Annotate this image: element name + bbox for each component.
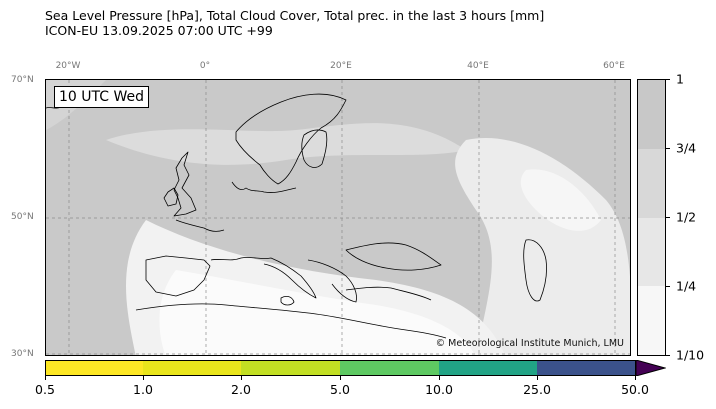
cloud-colorbar-tickmark — [666, 355, 670, 356]
cloud-colorbar-tickmark — [666, 79, 670, 80]
time-label: 10 UTC Wed — [54, 86, 149, 108]
coastline-black-sea — [345, 242, 442, 271]
cloud-colorbar-segment — [638, 80, 665, 149]
cloud-cover-colorbar — [637, 79, 666, 356]
precip-colorbar-tick: 2.0 — [231, 382, 251, 397]
coastline-italy — [210, 257, 317, 299]
coastline-iberia — [145, 255, 211, 297]
precip-colorbar-tickmark — [537, 376, 538, 380]
cloud-colorbar-tickmark — [666, 148, 670, 149]
lat-label-50n: 50°N — [11, 212, 34, 222]
copyright-text: © Meteorological Institute Munich, LMU — [435, 338, 624, 349]
coastline-finland — [301, 129, 328, 168]
precip-colorbar-tick: 1.0 — [133, 382, 153, 397]
cloud-colorbar-tickmark — [666, 217, 670, 218]
cloud-colorbar-tickmark — [666, 286, 670, 287]
precip-colorbar-tick: 5.0 — [330, 382, 350, 397]
cloud-colorbar-tick: 1/4 — [676, 278, 697, 294]
map-canvas — [46, 80, 630, 355]
precip-colorbar-tickmark — [340, 376, 341, 380]
precip-colorbar-tickmark — [635, 376, 636, 380]
precip-colorbar-tickmark — [241, 376, 242, 380]
precip-colorbar-tick: 10.0 — [425, 382, 453, 397]
coastline-caspian — [523, 239, 547, 302]
cloud-colorbar-tick: 3/4 — [676, 140, 697, 156]
precip-colorbar-extend-arrow — [636, 360, 666, 376]
coastline-ireland — [163, 187, 179, 207]
coastline-north-africa — [135, 303, 447, 339]
precip-colorbar-segment — [241, 360, 340, 376]
precip-colorbar-tick: 0.5 — [35, 382, 55, 397]
cloud-colorbar-tick: 1 — [676, 71, 684, 87]
extend-arrow-shape — [636, 360, 666, 376]
coastline-great-britain — [173, 151, 197, 217]
coastline-sicily — [280, 295, 295, 306]
cloud-patch — [455, 138, 630, 355]
title-line-1: Sea Level Pressure [hPa], Total Cloud Co… — [45, 8, 545, 23]
weather-map[interactable]: 10 UTC Wed © Meteorological Institute Mu… — [45, 79, 631, 356]
coastline-baltic — [231, 181, 297, 193]
lon-label-60e: 60°E — [603, 61, 625, 71]
lat-label-70n: 70°N — [11, 75, 34, 85]
precip-colorbar-tickmark — [143, 376, 144, 380]
cloud-colorbar-segment — [638, 148, 665, 218]
cloud-colorbar-tick: 1/2 — [676, 209, 697, 225]
coastline-anatolia — [345, 286, 432, 301]
precip-colorbar-tick: 50.0 — [621, 382, 649, 397]
precip-colorbar-segment — [143, 360, 241, 376]
coastline-scandinavia — [235, 93, 347, 185]
cloud-colorbar-segment — [638, 217, 665, 287]
cloud-patch — [520, 169, 601, 231]
coastline-channel — [175, 219, 225, 232]
precip-colorbar-segment — [439, 360, 537, 376]
lon-label-0: 0° — [199, 61, 211, 71]
lon-label-20e: 20°E — [330, 61, 352, 71]
precip-colorbar-segment — [537, 360, 636, 376]
lat-label-30n: 30°N — [11, 349, 34, 359]
precip-colorbar-segment — [45, 360, 143, 376]
cloud-patch — [106, 123, 466, 165]
coastlines — [46, 93, 547, 339]
lon-label-20w: 20°W — [55, 61, 81, 71]
chart-title: Sea Level Pressure [hPa], Total Cloud Co… — [45, 8, 544, 38]
cloud-colorbar-segment — [638, 286, 665, 355]
title-line-2: ICON-EU 13.09.2025 07:00 UTC +99 — [45, 23, 273, 38]
precip-colorbar-tickmark — [45, 376, 46, 380]
precip-colorbar — [45, 360, 636, 376]
precip-colorbar-segment — [340, 360, 439, 376]
precip-colorbar-tickmark — [439, 376, 440, 380]
precip-colorbar-tick: 25.0 — [523, 382, 551, 397]
graticule — [46, 80, 630, 355]
cloud-colorbar-tick: 1/10 — [676, 347, 705, 363]
lon-label-40e: 40°E — [467, 61, 489, 71]
cloud-patch — [159, 270, 475, 355]
